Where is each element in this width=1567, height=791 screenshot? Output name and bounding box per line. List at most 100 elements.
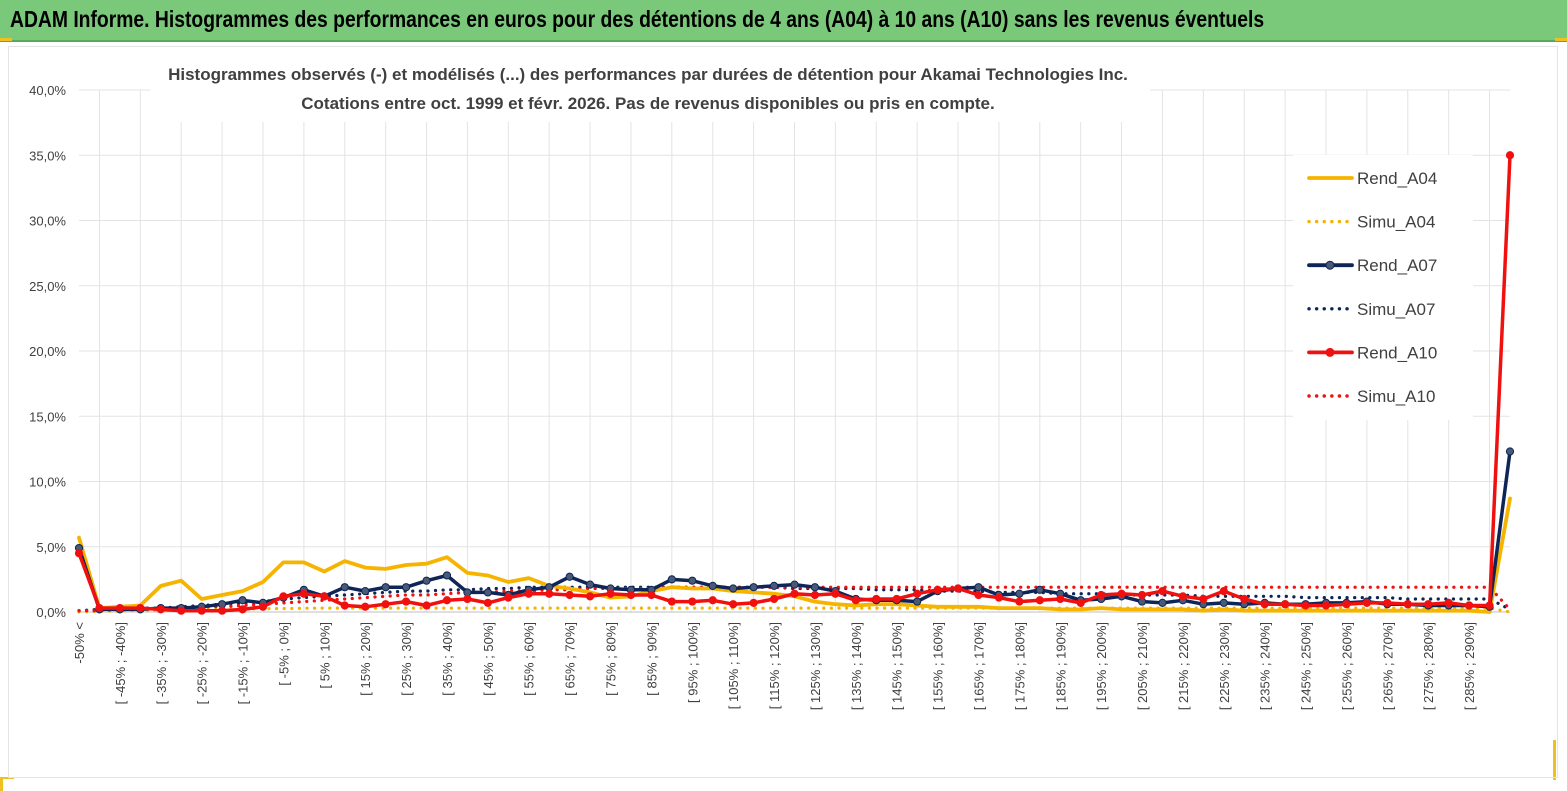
data-point xyxy=(1260,600,1269,609)
corner-mark-top-right xyxy=(1555,38,1567,41)
data-point xyxy=(258,602,268,611)
y-tick-label: 10,0% xyxy=(29,475,66,490)
data-point xyxy=(913,589,922,598)
data-point xyxy=(810,590,820,600)
x-tick-label: [ 15% ; 20%] xyxy=(358,622,373,696)
x-tick-label: [ -5% ; 0%] xyxy=(276,622,291,686)
data-point xyxy=(320,592,329,601)
chart-title-line1: Histogrammes observés (-) et modélisés (… xyxy=(168,65,1128,84)
chart-frame xyxy=(8,46,1558,778)
data-point xyxy=(218,606,227,615)
data-point xyxy=(136,603,145,613)
data-point xyxy=(749,583,758,592)
data-point xyxy=(422,601,431,610)
data-point xyxy=(953,584,963,593)
data-point xyxy=(483,588,492,597)
data-point xyxy=(238,596,247,605)
y-axis: 0,0% 5,0% 10,0% 15,0% 20,0% 25,0% 30,0% 35,0% 40… xyxy=(29,83,66,620)
x-tick-label: [ 95% ; 100%] xyxy=(685,622,700,703)
data-point xyxy=(769,581,779,591)
data-point xyxy=(361,602,370,611)
x-tick-label: [ -45% ; -40%] xyxy=(113,622,128,704)
data-point xyxy=(422,576,431,585)
series-lines xyxy=(74,151,1515,615)
data-point xyxy=(524,589,533,598)
data-point xyxy=(565,572,574,581)
legend: Rend_A04 Simu_A04 Rend_A07 Simu_A07 Rend_A10… xyxy=(1293,155,1473,420)
chart-title-line2: Cotations entre oct. 1999 et févr. 2026.… xyxy=(301,94,994,113)
x-tick-label: [ 175% ; 180%] xyxy=(1012,622,1027,710)
data-point xyxy=(585,580,595,589)
x-tick-label: [ -35% ; -30%] xyxy=(154,622,169,704)
data-point xyxy=(1485,601,1494,610)
y-tick-label: 40,0% xyxy=(29,83,66,98)
corner-mark-bottom-left xyxy=(0,778,3,791)
x-tick-label: [ 195% ; 200%] xyxy=(1094,622,1109,710)
data-point xyxy=(565,590,574,600)
x-tick-label: -50% < xyxy=(72,622,87,664)
legend-marker xyxy=(1325,260,1335,270)
data-point xyxy=(463,594,472,604)
data-point xyxy=(831,589,840,598)
x-tick-label: [ 55% ; 60%] xyxy=(522,622,537,696)
series-line-Simu_A04 xyxy=(77,606,1512,614)
data-point xyxy=(1444,598,1453,607)
data-point xyxy=(994,593,1004,602)
data-point xyxy=(156,605,165,614)
report-banner: ADAM Informe. Histogrammes des performan… xyxy=(0,0,1567,42)
series-line-Simu_A10 xyxy=(77,585,1512,613)
legend-marker xyxy=(1325,347,1335,357)
x-tick-label: [ 215% ; 220%] xyxy=(1176,622,1191,710)
data-point xyxy=(667,575,676,584)
data-point xyxy=(1117,589,1126,598)
corner-mark-bottom-right xyxy=(1553,740,1556,780)
y-tick-label: 30,0% xyxy=(29,214,66,229)
x-tick-label: [ -25% ; -20%] xyxy=(195,622,210,704)
legend-label-Rend_A07: Rend_A07 xyxy=(1357,256,1437,275)
data-point xyxy=(790,589,799,598)
chart-title-block: Histogrammes observés (-) et modélisés (… xyxy=(150,58,1150,122)
x-tick-label: [ 25% ; 30%] xyxy=(399,622,414,696)
x-tick-label: [ 255% ; 260%] xyxy=(1339,622,1354,710)
data-point xyxy=(667,597,676,606)
legend-label-Simu_A07: Simu_A07 xyxy=(1357,300,1435,319)
data-point xyxy=(1301,601,1310,610)
data-point xyxy=(1137,590,1147,600)
data-point xyxy=(1383,598,1392,607)
y-tick-label: 5,0% xyxy=(36,540,66,555)
legend-label-Simu_A04: Simu_A04 xyxy=(1357,213,1435,232)
data-point xyxy=(238,605,247,614)
x-tick-label: [ 245% ; 250%] xyxy=(1299,622,1314,710)
x-tick-label: [ 35% ; 40%] xyxy=(440,622,455,696)
data-point xyxy=(1240,594,1249,604)
data-point xyxy=(974,590,983,600)
data-point xyxy=(1403,600,1412,609)
x-tick-label: [ 125% ; 130%] xyxy=(808,622,823,710)
x-tick-label: [ 5% ; 10%] xyxy=(317,622,332,688)
data-point xyxy=(1158,587,1167,596)
y-tick-label: 15,0% xyxy=(29,409,66,424)
x-tick-label: [ 275% ; 280%] xyxy=(1421,622,1436,710)
data-point xyxy=(1158,598,1167,607)
series-line-Simu_A07 xyxy=(77,585,1512,613)
data-point xyxy=(401,597,411,606)
x-tick-label: [ 265% ; 270%] xyxy=(1380,622,1395,710)
data-point xyxy=(1035,596,1044,605)
y-tick-label: 35,0% xyxy=(29,148,66,163)
x-tick-label: [ 185% ; 190%] xyxy=(1053,622,1068,710)
x-tick-label: [ 285% ; 290%] xyxy=(1462,622,1477,710)
data-point xyxy=(401,583,411,592)
data-point xyxy=(74,549,84,558)
data-point xyxy=(483,598,492,607)
x-tick-label: [ 145% ; 150%] xyxy=(890,622,905,710)
data-point xyxy=(1219,587,1228,596)
data-point xyxy=(1465,601,1474,610)
x-tick-label: [ 205% ; 210%] xyxy=(1135,622,1150,710)
data-point xyxy=(361,587,370,596)
legend-label-Rend_A10: Rend_A10 xyxy=(1357,343,1437,362)
x-tick-label: [ 65% ; 70%] xyxy=(563,622,578,696)
data-point xyxy=(1219,598,1228,607)
legend-label-Simu_A10: Simu_A10 xyxy=(1357,387,1435,406)
data-point xyxy=(442,571,452,580)
